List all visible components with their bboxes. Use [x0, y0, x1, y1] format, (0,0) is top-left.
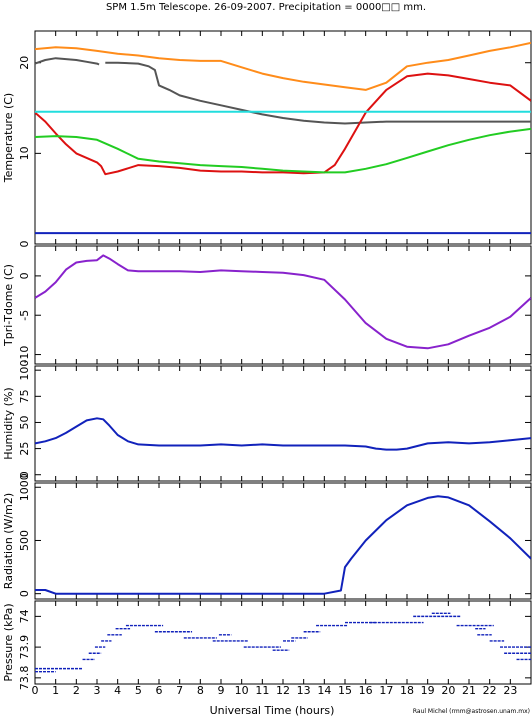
humidity-y-axis-label: Humidity (%) [2, 387, 15, 459]
x-tick-label: 23 [503, 684, 517, 697]
x-tick-label: 9 [218, 684, 225, 697]
credit-note: Raul Michel (rmm@astrosen.unam.mx) [413, 708, 530, 715]
radiation-series-line-0 [35, 495, 531, 595]
tpri-tdome-y-tick-label: -5 [18, 310, 31, 321]
pressure-series-group [35, 612, 531, 673]
x-tick-label: 17 [379, 684, 393, 697]
temperature-series-line-2 [105, 61, 531, 125]
pressure-plot-frame [34, 600, 532, 685]
temperature-series-line-3 [35, 72, 531, 176]
x-tick-label: 4 [114, 684, 121, 697]
radiation-y-axis-label: Radiation (W/m2) [2, 493, 15, 589]
tpri-tdome-plot-frame [34, 245, 532, 365]
x-tick-label: 11 [255, 684, 269, 697]
x-tick-label: 3 [94, 684, 101, 697]
x-tick-label: 16 [359, 684, 373, 697]
x-tick-label: 21 [462, 684, 476, 697]
x-tick-label: 15 [338, 684, 352, 697]
pressure-y-tick-label: 73.8 [18, 666, 31, 691]
x-tick-label: 13 [297, 684, 311, 697]
x-tick-label: 10 [235, 684, 249, 697]
humidity-y-tick-label: 25 [18, 442, 31, 456]
humidity-y-tick-label: 100 [18, 360, 31, 381]
tpri-tdome-y-tick-label: -10 [18, 346, 31, 364]
pressure-y-tick-label: 74 [18, 609, 31, 623]
x-tick-label: 0 [32, 684, 39, 697]
radiation-series-group [35, 495, 531, 595]
x-tick-label: 19 [421, 684, 435, 697]
tpri-tdome-y-axis-label: Tpri-Tdome (C) [2, 264, 15, 347]
x-axis-label: Universal Time (hours) [210, 704, 335, 717]
x-axis: 0 1 2 3 4 5 6 7 8 9 10 11 12 13 14 15 16 17 18 19 20 21 22 23 [32, 684, 518, 697]
radiation-y-tick-label: 0 [18, 590, 31, 597]
x-tick-label: 12 [276, 684, 290, 697]
humidity-y-tick-label: 50 [18, 415, 31, 429]
tpri-tdome-series-group [35, 254, 531, 350]
humidity-y-tick-label: 75 [18, 389, 31, 403]
temperature-y-tick-label: 20 [18, 56, 31, 70]
temperature-panel: 0 10 20 Temperature (C) [2, 30, 532, 248]
radiation-y-tick-label: 500 [18, 530, 31, 551]
humidity-y-tick-label: 0 [18, 471, 31, 478]
temperature-series-line-0 [35, 41, 531, 91]
pressure-y-tick-label: 73.9 [18, 635, 31, 660]
temperature-y-tick-label: 0 [18, 241, 31, 248]
x-tick-label: 8 [197, 684, 204, 697]
humidity-series-line-0 [35, 417, 531, 451]
figure-title: SPM 1.5m Telescope. 26-09-2007. Precipit… [106, 2, 426, 13]
x-tick-label: 22 [483, 684, 497, 697]
temperature-series-line-4 [35, 127, 531, 174]
x-tick-label: 2 [73, 684, 80, 697]
x-tick-label: 7 [176, 684, 183, 697]
tpri-tdome-y-tick-label: 0 [18, 272, 31, 279]
x-tick-label: 20 [441, 684, 455, 697]
radiation-y-tick-label: 1000 [18, 473, 31, 501]
x-tick-label: 5 [135, 684, 142, 697]
x-tick-label: 1 [52, 684, 59, 697]
temperature-y-axis-label: Temperature (C) [2, 93, 15, 183]
temperature-series-group [35, 41, 531, 235]
temperature-series-line-1 [35, 57, 100, 66]
pressure-y-axis-label: Pressure (kPa) [2, 603, 15, 681]
x-tick-label: 18 [400, 684, 414, 697]
x-tick-label: 6 [156, 684, 163, 697]
temperature-y-tick-label: 10 [18, 146, 31, 160]
x-tick-label: 14 [317, 684, 331, 697]
tpri-tdome-series-line-0 [35, 254, 531, 350]
humidity-series-group [35, 417, 531, 451]
humidity-plot-frame [34, 365, 532, 482]
